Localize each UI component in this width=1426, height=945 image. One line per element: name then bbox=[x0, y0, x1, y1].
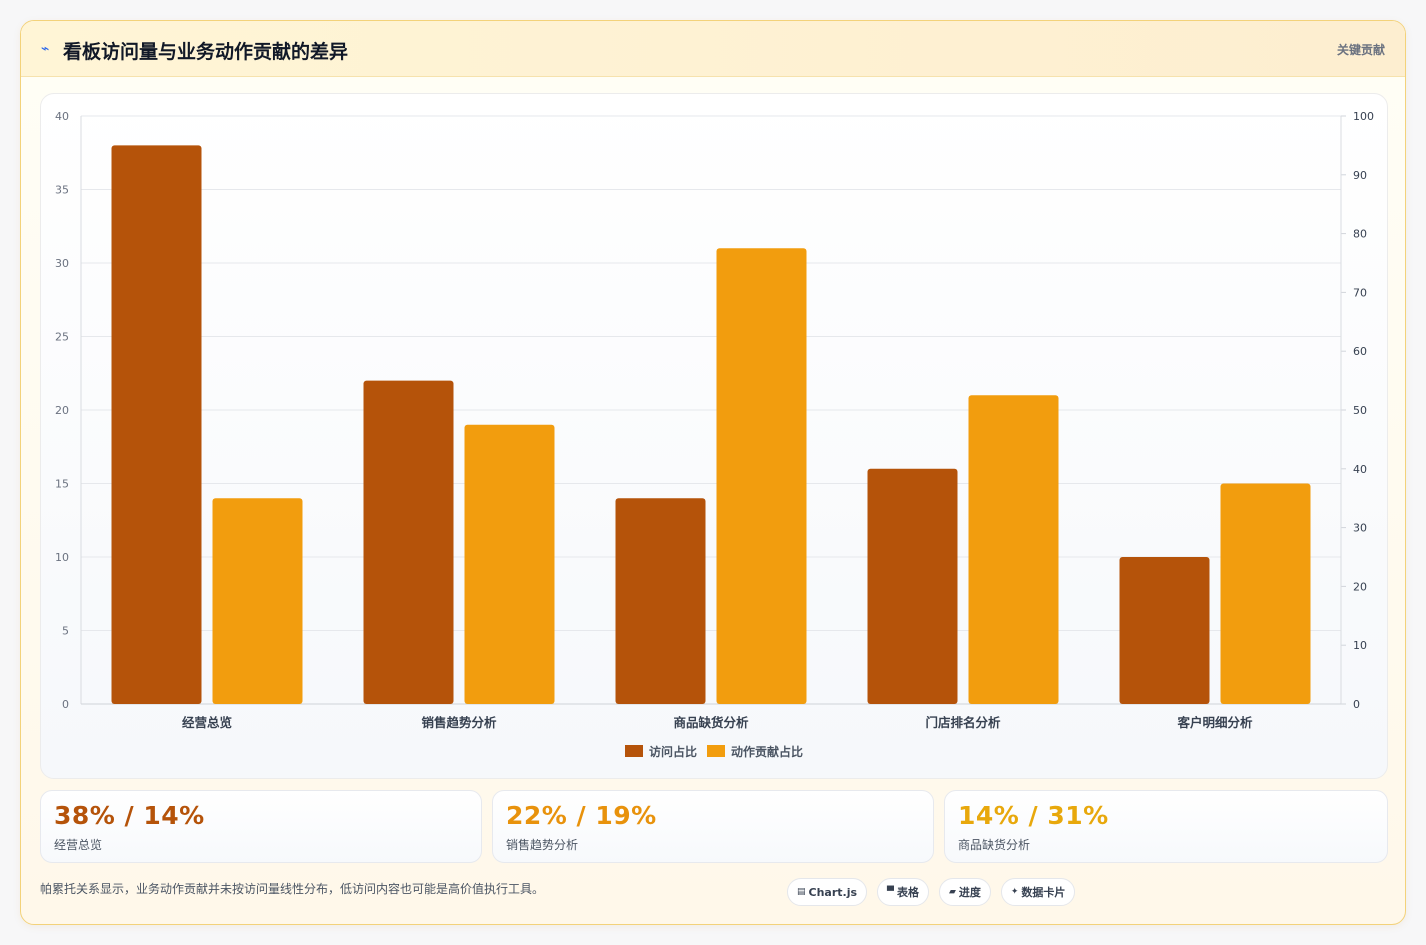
bar-contribution bbox=[464, 424, 555, 704]
y-right-tick-label: 10 bbox=[1353, 639, 1367, 652]
x-tick-label: 销售趋势分析 bbox=[421, 715, 497, 730]
stat-card-stockout: 14% / 31% 商品缺货分析 bbox=[944, 790, 1388, 863]
chart-icon: ▤ bbox=[797, 887, 806, 897]
bar-visits bbox=[363, 380, 454, 704]
x-tick-label: 客户明细分析 bbox=[1176, 715, 1253, 730]
x-tick-label: 门店排名分析 bbox=[925, 715, 1001, 730]
stat-value: 38% / 14% bbox=[54, 801, 205, 830]
chip-table[interactable]: ▀ 表格 bbox=[877, 878, 929, 906]
y-right-tick-label: 40 bbox=[1353, 463, 1367, 476]
stat-label: 商品缺货分析 bbox=[958, 838, 1031, 852]
footnote: 帕累托关系显示，业务动作贡献并未按访问量线性分布，低访问内容也可能是高价值执行工… bbox=[40, 882, 545, 896]
panel-title: 看板访问量与业务动作贡献的差异 bbox=[63, 41, 349, 63]
chip-label: 进度 bbox=[958, 886, 981, 899]
panel-header: ⌁ 看板访问量与业务动作贡献的差异 关键贡献 bbox=[21, 21, 1405, 77]
x-tick-label: 商品缺货分析 bbox=[673, 715, 749, 730]
card-icon: ✦ bbox=[1010, 887, 1019, 897]
y-left-tick-label: 5 bbox=[62, 625, 69, 638]
y-left-tick-label: 20 bbox=[55, 404, 69, 417]
y-right-tick-label: 70 bbox=[1353, 286, 1367, 299]
legend-swatch-contribution bbox=[707, 745, 725, 757]
bar-visits bbox=[1119, 557, 1210, 704]
y-left-tick-label: 10 bbox=[55, 551, 69, 564]
chip-label: 数据卡片 bbox=[1021, 886, 1066, 899]
stat-value: 14% / 31% bbox=[958, 801, 1109, 830]
y-right-tick-label: 60 bbox=[1353, 345, 1367, 358]
bar-contribution bbox=[212, 498, 303, 704]
y-left-tick-label: 15 bbox=[55, 478, 69, 491]
chip-progress[interactable]: ▰ 进度 bbox=[938, 878, 991, 906]
bar-chart: 0 5 10 15 20 25 30 35 40 0 10 20 30 40 50 60 70 80 90 100 经营… bbox=[55, 110, 1374, 759]
bar-contribution bbox=[968, 395, 1059, 704]
stat-card-overview: 38% / 14% 经营总览 bbox=[40, 790, 482, 863]
y-right-tick-label: 50 bbox=[1353, 404, 1367, 417]
chip-label: Chart.js bbox=[808, 885, 858, 899]
chip-label: 表格 bbox=[896, 886, 919, 899]
chip-datacard[interactable]: ✦ 数据卡片 bbox=[1000, 878, 1076, 906]
header-tag[interactable]: 关键贡献 bbox=[1336, 43, 1385, 57]
y-right-tick-label: 0 bbox=[1353, 698, 1360, 711]
chip-chartjs[interactable]: ▤ Chart.js bbox=[787, 878, 868, 906]
legend-swatch-visits bbox=[625, 745, 643, 757]
progress-icon: ▰ bbox=[948, 887, 956, 897]
y-right-tick-label: 20 bbox=[1353, 580, 1367, 593]
stat-card-sales: 22% / 19% 销售趋势分析 bbox=[492, 790, 934, 863]
legend-label: 动作贡献占比 bbox=[731, 744, 803, 759]
x-tick-label: 经营总览 bbox=[182, 715, 232, 730]
y-left-tick-label: 25 bbox=[55, 331, 69, 344]
legend-label: 访问占比 bbox=[649, 744, 697, 759]
dashboard-panel: ⌁ 看板访问量与业务动作贡献的差异 关键贡献 0 5 10 15 20 25 30 35 40 0… bbox=[20, 20, 1406, 925]
stat-label: 经营总览 bbox=[54, 838, 103, 852]
stat-value: 22% / 19% bbox=[506, 801, 657, 830]
bar-visits bbox=[867, 468, 958, 704]
stat-label: 销售趋势分析 bbox=[506, 838, 579, 852]
bar-visits bbox=[615, 498, 706, 704]
y-right-tick-label: 30 bbox=[1353, 522, 1367, 535]
y-left-tick-label: 40 bbox=[55, 110, 69, 123]
bar-contribution bbox=[1220, 483, 1311, 704]
chart-card: 0 5 10 15 20 25 30 35 40 0 10 20 30 40 50 60 70 80 90 100 经营… bbox=[40, 93, 1388, 779]
y-right-tick-label: 90 bbox=[1353, 169, 1367, 182]
bar-contribution bbox=[716, 248, 807, 705]
y-left-tick-label: 0 bbox=[62, 698, 69, 711]
tech-chips: ▤ Chart.js ▀ 表格 ▰ 进度 ✦ 数据卡片 bbox=[787, 878, 1076, 906]
y-right-tick-label: 100 bbox=[1353, 110, 1374, 123]
y-right-tick-label: 80 bbox=[1353, 228, 1367, 241]
trend-icon: ⌁ bbox=[41, 41, 50, 57]
table-icon: ▀ bbox=[887, 887, 894, 897]
bar-visits bbox=[111, 145, 202, 704]
y-left-tick-label: 30 bbox=[55, 257, 69, 270]
y-left-tick-label: 35 bbox=[55, 184, 69, 197]
